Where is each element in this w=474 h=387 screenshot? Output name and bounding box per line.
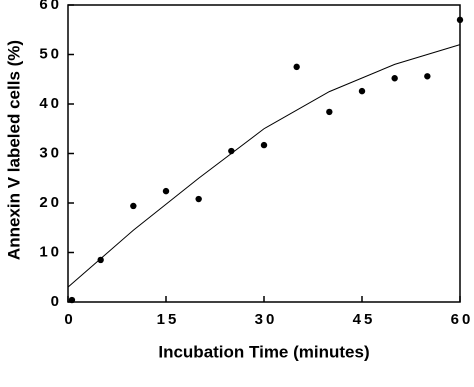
data-point xyxy=(424,73,431,80)
x-tick-label: 0 xyxy=(64,311,75,328)
data-point xyxy=(228,147,235,155)
y-axis-label: Annexin V labeled cells (%) xyxy=(4,40,23,260)
x-tick-label: 30 xyxy=(255,311,278,328)
data-point xyxy=(456,16,464,24)
data-point xyxy=(260,141,268,149)
y-tick-label: 40 xyxy=(39,95,62,112)
data-point xyxy=(293,63,300,71)
data-point xyxy=(97,256,104,264)
y-tick-label: 20 xyxy=(39,194,62,211)
y-tick-label: 10 xyxy=(39,243,62,260)
plot-frame xyxy=(67,4,461,303)
y-tick-label: 60 xyxy=(39,0,62,13)
x-axis-label: Incubation Time (minutes) xyxy=(158,342,369,361)
x-tick-label: 45 xyxy=(353,311,376,328)
y-tick-label: 0 xyxy=(51,293,62,310)
data-point xyxy=(130,202,137,210)
fit-curve xyxy=(67,44,461,288)
y-tick-label: 30 xyxy=(39,144,62,161)
data-point xyxy=(326,108,333,116)
data-point xyxy=(195,195,202,203)
data-point xyxy=(68,296,76,304)
data-point xyxy=(358,87,366,95)
data-point xyxy=(391,75,398,82)
x-tick-label: 60 xyxy=(451,311,474,328)
y-tick-label: 50 xyxy=(39,45,62,62)
x-tick-label: 15 xyxy=(157,311,180,328)
data-point xyxy=(162,187,170,195)
